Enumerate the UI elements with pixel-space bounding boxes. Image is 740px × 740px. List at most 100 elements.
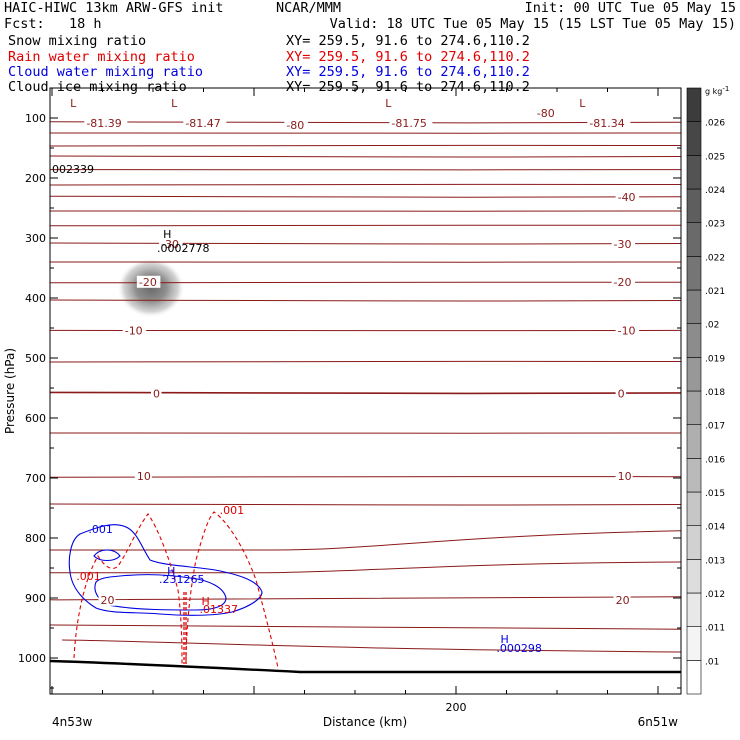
isotherm xyxy=(50,624,681,630)
extremum-marker: L xyxy=(579,97,586,110)
x-axis-title: Distance (km) xyxy=(323,715,407,729)
isotherm xyxy=(50,561,681,574)
y-tick-label: 800 xyxy=(25,532,46,545)
extremum-value-label: .001 xyxy=(88,523,113,536)
colorbar-level-label: .01 xyxy=(705,657,719,667)
isotherm-label: -80 xyxy=(286,119,304,132)
colorbar-level-label: .017 xyxy=(705,422,725,432)
extremum-marker: H xyxy=(163,228,171,241)
isotherm-label: -40 xyxy=(618,191,636,204)
field-xy-rain: XY= 259.5, 91.6 to 274.6,110.2 xyxy=(286,49,530,65)
y-tick-label: 1000 xyxy=(18,652,46,665)
extremum-marker: L xyxy=(171,97,178,110)
isotherm xyxy=(50,224,681,227)
colorbar-segment xyxy=(686,626,702,661)
colorbar-level-label: .02 xyxy=(705,321,719,331)
isotherm-label: -30 xyxy=(161,238,179,251)
isotherm-label-bg xyxy=(613,593,631,606)
y-axis-title: Pressure (hPa) xyxy=(3,348,17,434)
isotherm xyxy=(50,391,681,395)
colorbar-segment xyxy=(686,188,702,223)
isotherm xyxy=(50,432,681,434)
isotherm-label: -80 xyxy=(537,107,555,120)
cloud-water-contour xyxy=(68,524,263,616)
field-name-snow: Snow mixing ratio xyxy=(8,33,147,49)
extremum-marker: H xyxy=(201,595,209,608)
isotherm xyxy=(50,261,681,263)
isotherm-label-bg xyxy=(615,191,640,204)
isotherm-label-bg xyxy=(136,275,161,288)
colorbar-level-label: .015 xyxy=(705,489,725,499)
colorbar-segment xyxy=(686,592,702,627)
isotherm xyxy=(50,299,681,302)
isotherm-label-bg xyxy=(122,324,147,337)
colorbar-units-exponent: -1 xyxy=(722,85,729,93)
x-tick-label: 200 xyxy=(446,701,467,714)
isotherm-label: -30 xyxy=(614,238,632,251)
isotherm-label-bg xyxy=(151,387,162,400)
cloud-water-contour xyxy=(93,549,121,562)
x-right-endpoint-label: 6n51w xyxy=(638,715,679,729)
colorbar-segment xyxy=(686,121,702,156)
extremum-value-label: .01337 xyxy=(199,603,238,616)
colorbar-segment xyxy=(686,525,702,560)
isotherm xyxy=(50,503,681,506)
isotherm-label-bg xyxy=(534,107,559,120)
y-tick-label: 400 xyxy=(25,292,46,305)
colorbar-units: g kg-1 xyxy=(705,85,729,96)
isotherm xyxy=(50,360,681,363)
isotherm-label-bg xyxy=(615,470,633,483)
isotherm xyxy=(50,195,681,198)
isotherm-label: 10 xyxy=(618,470,632,483)
isotherm-label-bg xyxy=(389,116,433,129)
isotherm-label-bg xyxy=(159,238,183,250)
isotherm xyxy=(50,132,681,134)
isotherm-label: 10 xyxy=(137,470,151,483)
extremum-value-label: .001 xyxy=(220,504,245,517)
isotherm xyxy=(50,155,681,158)
extremum-value-label: .001 xyxy=(76,570,101,583)
colorbar-segment xyxy=(686,424,702,459)
terrain-surface xyxy=(49,659,681,674)
extremum-value-label: .231265 xyxy=(159,573,205,586)
isotherm xyxy=(50,183,681,186)
isotherm xyxy=(50,168,681,171)
plot-axes: Pressure (hPa)10020030040050060070080090… xyxy=(3,87,682,729)
isotherm-label-bg xyxy=(98,593,116,606)
colorbar-segment xyxy=(686,458,702,493)
isotherm-label: -81.75 xyxy=(391,117,426,130)
colorbar-level-label: .024 xyxy=(705,186,725,196)
isotherm-label-bg xyxy=(284,119,308,132)
isotherm xyxy=(50,144,681,147)
colorbar-segment xyxy=(686,155,702,190)
y-tick-label: 600 xyxy=(25,412,46,425)
colorbar-level-label: .013 xyxy=(705,556,725,566)
isotherm-label-bg xyxy=(183,116,227,129)
extremum-marker: H xyxy=(167,565,175,578)
colorbar-level-label: .019 xyxy=(705,354,725,364)
isotherm-label-bg xyxy=(84,116,128,129)
cloud-water-contour xyxy=(94,574,227,611)
colorbar-segment xyxy=(686,357,702,392)
isotherm-label-bg xyxy=(615,324,640,337)
extremum-marker: L xyxy=(70,97,77,110)
colorbar-segment xyxy=(686,323,702,358)
y-tick-label: 100 xyxy=(25,112,46,125)
isotherm-label: 20 xyxy=(616,594,630,607)
colorbar-level-label: .016 xyxy=(705,455,725,465)
y-tick-label: 200 xyxy=(25,172,46,185)
isotherm xyxy=(50,210,681,212)
extremum-marker: H xyxy=(500,633,508,646)
isotherm-label-bg xyxy=(587,116,631,129)
terrain-line xyxy=(49,659,681,674)
colorbar-level-label: .021 xyxy=(705,287,725,297)
valid-time: Valid: 18 UTC Tue 05 May 15 (15 LST Tue … xyxy=(329,16,736,32)
plot-frame xyxy=(49,87,682,695)
colorbar-segment xyxy=(686,660,702,695)
isotherm-label: 20 xyxy=(100,594,114,607)
isotherm-label: -20 xyxy=(614,276,632,289)
colorbar-level-label: .011 xyxy=(705,624,725,634)
isotherm xyxy=(50,530,681,551)
colorbar-segment xyxy=(686,222,702,257)
